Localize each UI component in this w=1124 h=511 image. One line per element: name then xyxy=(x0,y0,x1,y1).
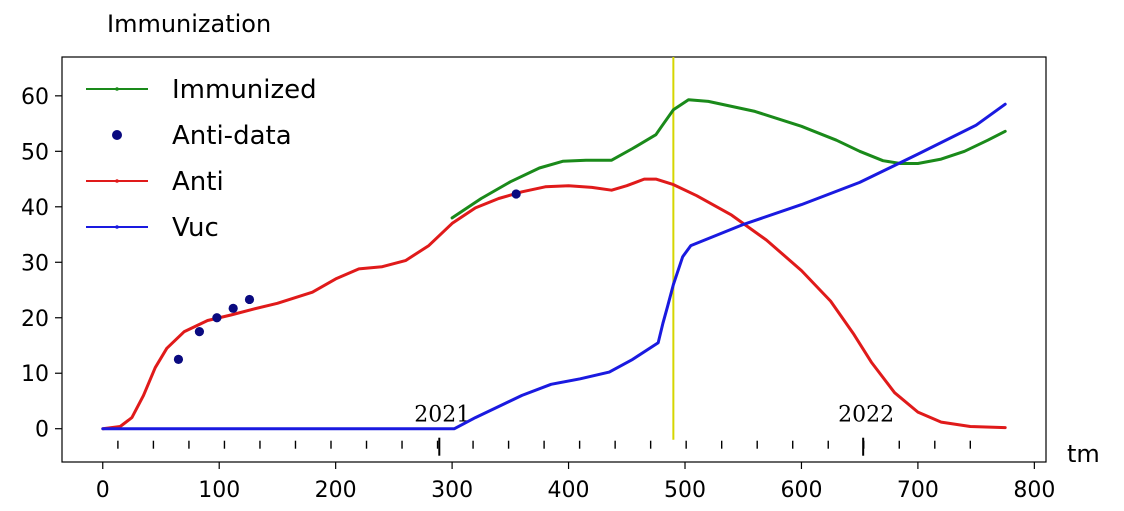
data-point-anti-data xyxy=(511,189,521,199)
x-tick-label: 800 xyxy=(1013,478,1055,503)
legend-marker-vuc xyxy=(115,225,119,229)
plot-frame xyxy=(61,56,1047,463)
year-label: 2022 xyxy=(838,403,894,428)
data-point-anti-data xyxy=(194,327,205,337)
x-axis-label: tm xyxy=(1067,440,1100,468)
series-line-immunized xyxy=(450,98,1007,220)
chart-title: Immunization xyxy=(107,10,271,38)
y-tick-label: 40 xyxy=(21,196,49,221)
x-tick-label: 700 xyxy=(897,478,939,503)
legend-label-immunized: Immunized xyxy=(172,75,317,105)
legend-marker-immunized xyxy=(115,87,119,91)
legend-marker-anti xyxy=(115,179,119,183)
x-tick-label: 200 xyxy=(315,478,357,503)
x-tick-label: 600 xyxy=(780,478,822,503)
legend-label-anti-data: Anti-data xyxy=(172,121,292,151)
series-line-vuc xyxy=(101,102,1007,431)
legend-label-anti: Anti xyxy=(172,167,224,197)
y-tick-label: 20 xyxy=(21,307,49,332)
x-tick-label: 0 xyxy=(96,478,110,503)
x-tick-label: 300 xyxy=(431,478,473,503)
legend-label-vuc: Vuc xyxy=(172,213,219,243)
x-tick-label: 400 xyxy=(548,478,590,503)
legend: Immunized Anti-data Anti Vuc xyxy=(86,75,317,243)
x-tick-label: 100 xyxy=(198,478,240,503)
y-tick-label: 30 xyxy=(21,251,49,276)
x-tick-label: 500 xyxy=(664,478,706,503)
axes: 0 100 200 300 400 500 600 700 800 0 10 20 30 40 50 60 xyxy=(21,85,1055,503)
data-point-anti-data xyxy=(244,294,255,305)
data-point-anti-data xyxy=(173,354,184,364)
legend-marker-anti-data xyxy=(112,130,122,140)
series-line-anti xyxy=(101,177,1007,431)
annotations: 2021 2022 xyxy=(117,57,972,456)
y-tick-label: 50 xyxy=(21,140,49,165)
data-point-anti-data xyxy=(212,313,222,323)
y-tick-label: 0 xyxy=(35,418,49,443)
y-tick-label: 10 xyxy=(21,362,49,387)
series-layer xyxy=(101,98,1007,431)
data-point-anti-data xyxy=(228,303,238,313)
y-tick-label: 60 xyxy=(21,85,49,110)
